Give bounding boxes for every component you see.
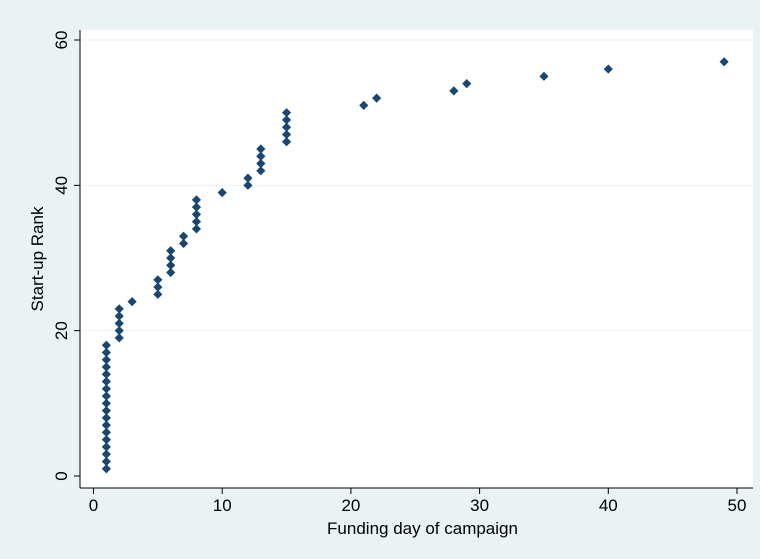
data-point xyxy=(101,391,111,401)
data-point xyxy=(101,420,111,430)
data-point xyxy=(178,231,189,241)
data-point xyxy=(191,217,202,227)
data-point xyxy=(101,449,111,459)
data-point xyxy=(101,340,111,350)
data-point xyxy=(217,188,227,198)
y-axis-title: Start-up Rank xyxy=(28,206,47,311)
data-point xyxy=(101,355,111,365)
data-point xyxy=(281,122,292,132)
data-point xyxy=(256,144,266,154)
data-point xyxy=(101,384,111,394)
data-point xyxy=(256,158,266,169)
data-point xyxy=(101,435,111,445)
data-point xyxy=(101,464,111,474)
data-point xyxy=(153,289,163,299)
data-point xyxy=(114,318,124,328)
data-point xyxy=(101,369,111,379)
data-point xyxy=(101,398,111,408)
gridlines xyxy=(81,39,753,332)
data-point xyxy=(178,238,189,249)
data-point xyxy=(101,406,111,416)
data-point xyxy=(114,311,124,321)
data-point xyxy=(101,362,111,372)
data-point xyxy=(281,108,292,118)
data-point xyxy=(281,115,292,125)
data-point xyxy=(243,173,253,183)
data-point xyxy=(166,246,176,256)
data-point xyxy=(166,267,176,278)
data-point xyxy=(166,253,176,263)
x-tick-label: 20 xyxy=(341,496,360,515)
data-point xyxy=(114,304,124,314)
y-tick-label: 60 xyxy=(52,31,71,50)
axis-ticks: 0 20 40 60 0 10 20 30 40 50 xyxy=(52,31,746,515)
x-axis-title: Funding day of campaign xyxy=(327,519,518,538)
y-tick-label: 0 xyxy=(52,471,71,480)
data-point xyxy=(243,180,253,190)
data-point xyxy=(101,442,111,452)
x-tick-label: 10 xyxy=(213,496,232,515)
data-point xyxy=(114,326,124,336)
data-point xyxy=(256,166,266,176)
x-tick-label: 30 xyxy=(470,496,489,515)
data-point xyxy=(101,456,111,467)
data-point xyxy=(539,71,549,81)
data-point xyxy=(127,297,137,307)
data-point xyxy=(153,282,163,292)
data-point xyxy=(101,413,111,423)
x-tick-label: 0 xyxy=(89,496,98,515)
data-point xyxy=(101,347,111,358)
data-point xyxy=(359,100,369,110)
plot-area xyxy=(80,30,753,488)
data-point xyxy=(281,129,292,140)
data-point xyxy=(281,137,292,147)
data-point xyxy=(449,86,459,96)
y-tick-label: 20 xyxy=(52,321,71,340)
data-point xyxy=(191,202,202,212)
data-point xyxy=(114,333,124,343)
data-point xyxy=(603,64,613,74)
data-point xyxy=(153,275,163,285)
x-tick-label: 40 xyxy=(599,496,618,515)
data-point xyxy=(191,209,202,219)
data-point xyxy=(719,57,729,67)
data-point xyxy=(191,195,202,205)
y-tick-label: 40 xyxy=(52,176,71,195)
data-point xyxy=(101,427,111,437)
data-point xyxy=(191,224,202,234)
data-point xyxy=(166,260,176,270)
x-tick-label: 50 xyxy=(728,496,747,515)
data-points xyxy=(101,57,729,474)
data-point xyxy=(101,376,111,387)
data-point xyxy=(372,93,382,103)
data-point xyxy=(462,79,472,89)
data-point xyxy=(256,151,266,161)
